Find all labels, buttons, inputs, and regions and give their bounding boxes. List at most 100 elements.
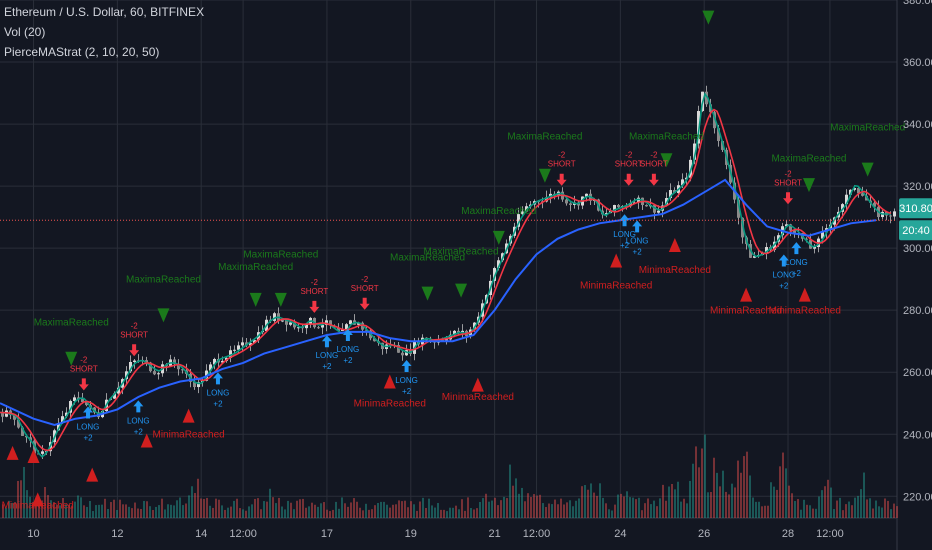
long-arrow-icon (342, 328, 353, 341)
volume-bar (560, 498, 562, 518)
candle-body (445, 339, 448, 341)
candle-body (453, 330, 456, 335)
volume-bar (371, 509, 373, 518)
maxima-triangle (421, 286, 434, 301)
volume-bar (392, 504, 394, 518)
time-tick-label: 21 (488, 528, 500, 540)
candle-body (317, 327, 320, 329)
candle-body (221, 360, 224, 363)
legend-volume[interactable]: Vol (20) (4, 25, 46, 39)
candle-body (209, 364, 212, 371)
volume-bar (524, 501, 526, 518)
volume-bar (332, 509, 334, 518)
short-arrow-icon (648, 173, 659, 186)
volume-bar (725, 491, 727, 518)
price-tick-label: 260.00 (903, 367, 932, 379)
candle-body (681, 179, 684, 186)
volume-bar (737, 460, 739, 518)
volume-bar (818, 496, 820, 518)
time-tick-label: 19 (405, 528, 417, 540)
candle-body (253, 340, 256, 344)
long-label: LONG (785, 258, 808, 267)
candle-body (789, 224, 792, 231)
volume-bar (863, 472, 865, 518)
volume-bar (80, 497, 82, 518)
candle-body (457, 330, 460, 333)
time-axis[interactable]: 10 12 14 12:00 17 19 21 12:00 24 26 28 12:00 (27, 528, 843, 540)
time-tick-label: 12:00 (523, 528, 551, 540)
candle-body (1, 412, 4, 417)
short-label: SHORT (774, 178, 802, 187)
maxima-triangle (538, 168, 551, 183)
volume-bar (557, 504, 559, 518)
volume-bar (167, 504, 169, 518)
volume-bar (155, 506, 157, 518)
volume-bar (95, 505, 97, 518)
volume-bar (329, 511, 331, 518)
candle-body (565, 199, 568, 204)
volume-bar (551, 504, 553, 518)
volume-bar (353, 498, 355, 518)
volume-bar (389, 507, 391, 518)
volume-bar (182, 505, 184, 518)
price-tick-label: 240.00 (903, 429, 932, 441)
volume-bar (116, 510, 118, 518)
volume-bar (869, 498, 871, 518)
volume-bar (665, 500, 667, 518)
volume-bar (107, 509, 109, 518)
volume-bar (380, 501, 382, 518)
volume-bar (548, 503, 550, 518)
candle-body (361, 322, 364, 330)
volume-bar (539, 494, 541, 518)
volume-bar (893, 503, 895, 518)
volume-bar (143, 500, 145, 518)
candle-body (41, 451, 44, 454)
time-tick-label: 12 (111, 528, 123, 540)
legend-symbol[interactable]: Ethereum / U.S. Dollar, 60, BITFINEX (4, 5, 205, 19)
candle-body (525, 206, 528, 212)
volume-bar (884, 498, 886, 518)
volume-bar (245, 510, 247, 518)
price-axis[interactable]: 220.00 240.00 260.00 280.00 300.00 320.00 340.… (903, 0, 932, 503)
volume-bar (695, 446, 697, 518)
short-qty: -2 (784, 169, 792, 178)
volume-bar (755, 501, 757, 518)
candle-body (717, 128, 720, 142)
volume-bar (2, 504, 4, 518)
volume-bar (887, 500, 889, 518)
volume-bar (467, 497, 469, 518)
maxima-label: MaximaReached (126, 274, 201, 285)
short-qty: -2 (650, 151, 658, 160)
volume-bar (224, 509, 226, 518)
short-arrow-icon (359, 297, 370, 310)
volume-bar (326, 509, 328, 518)
volume-bar (494, 497, 496, 518)
candle-body (605, 213, 608, 215)
volume-bar (779, 466, 781, 518)
candle-body (21, 427, 24, 436)
volume-bar (641, 510, 643, 518)
volume-bar (266, 501, 268, 518)
long-arrow-icon (212, 372, 223, 385)
time-tick-label: 10 (27, 528, 39, 540)
minima-label: MinimaReached (710, 305, 782, 316)
volume-bar (452, 507, 454, 518)
volume-bar (365, 503, 367, 518)
long-label: LONG (395, 376, 418, 385)
volume-bar (815, 508, 817, 518)
volume-bar (356, 501, 358, 518)
minima-label: MinimaReached (354, 398, 426, 409)
legend-strategy[interactable]: PierceMAStrat (2, 10, 20, 50) (4, 45, 160, 59)
ma-fast-line (0, 92, 891, 458)
minima-label: MinimaReached (639, 265, 711, 276)
long-arrow-icon (83, 406, 94, 419)
minima-triangle (610, 253, 623, 268)
volume-bar (347, 506, 349, 518)
candle-body (149, 362, 152, 372)
long-qty: +2 (620, 241, 630, 250)
volume-bar (614, 504, 616, 518)
volume-bar (716, 472, 718, 518)
time-tick-label: 14 (195, 528, 207, 540)
candle-body (713, 112, 716, 129)
